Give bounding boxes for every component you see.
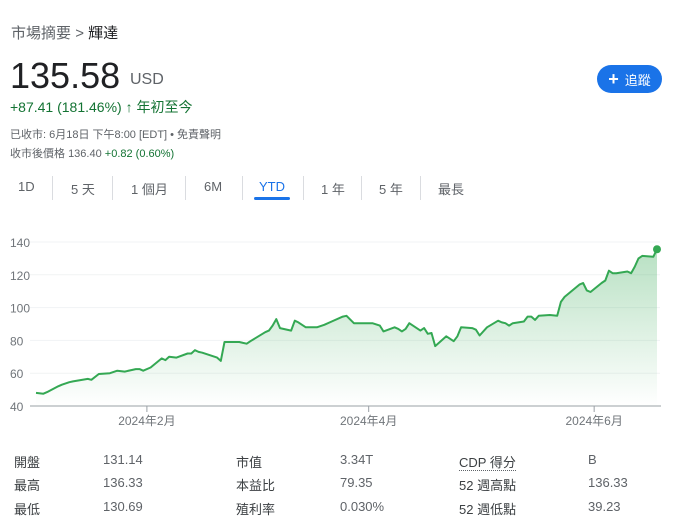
currency-label: USD (130, 71, 164, 88)
tab-divider (52, 176, 53, 200)
tab-divider (112, 176, 113, 200)
stat-label-text: 殖利率 (236, 502, 276, 517)
stat-label-text: 52 週高點 (459, 478, 517, 493)
follow-button[interactable]: + 追蹤 (597, 65, 662, 93)
price-chart[interactable]: 40 60 80 100 120 140 2024年2月 2024年4月 2024年6月 (0, 230, 681, 430)
stat-label[interactable]: CDP 得分 (459, 452, 516, 471)
breadcrumb-parent-link[interactable]: 市場摘要 (11, 25, 72, 42)
y-tick-label: 60 (10, 367, 24, 381)
breadcrumb: 市場摘要 > 輝達 (11, 22, 118, 43)
stat-value: 79.35 (340, 475, 373, 490)
stat-value: 39.23 (588, 499, 621, 514)
price-area-fill (36, 249, 657, 406)
tab-divider (361, 176, 362, 200)
tab-1y[interactable]: 1 年 (321, 182, 345, 197)
breadcrumb-current: 輝達 (88, 25, 119, 42)
stat-label-text: 52 週低點 (459, 502, 517, 517)
price-change: +87.41 (181.46%) ↑ 年初至今 (10, 97, 192, 117)
stat-value: 0.030% (340, 499, 385, 514)
stat-label: 市值 (236, 452, 262, 471)
x-tick-label: 2024年6月 (565, 414, 622, 428)
stat-label-text: 最低 (14, 502, 41, 517)
after-hours-label: 收市後價格 (10, 148, 65, 160)
stat-value: 131.14 (103, 452, 143, 467)
change-period: 年初至今 (136, 99, 193, 115)
stat-value: 130.69 (103, 499, 143, 514)
tab-5y[interactable]: 5 年 (379, 182, 403, 197)
tab-1d[interactable]: 1D (18, 179, 35, 194)
tab-divider (303, 176, 304, 200)
tab-ytd[interactable]: YTD (259, 179, 285, 194)
y-tick-label: 120 (10, 269, 30, 283)
after-hours-info: 收市後價格 136.40 +0.82 (0.60%) (10, 145, 174, 161)
x-tick-label: 2024年4月 (340, 414, 397, 428)
stat-label: 開盤 (14, 452, 40, 471)
market-closed-info: 已收市: 6月18日 下午8:00 [EDT] • 免責聲明 (10, 129, 222, 141)
change-value: +87.41 (181.46%) (10, 99, 122, 115)
stat-value: B (588, 452, 597, 467)
stat-label-text: 開盤 (14, 455, 41, 470)
y-tick-label: 80 (10, 334, 24, 348)
tab-1m[interactable]: 1 個月 (131, 182, 168, 197)
after-hours-price: 136.40 (68, 148, 102, 160)
tab-6m[interactable]: 6M (204, 179, 223, 194)
price-line (35, 248, 658, 395)
stat-value: 136.33 (103, 475, 143, 490)
last-price-dot (653, 245, 661, 254)
y-tick-label: 140 (10, 236, 30, 250)
stat-label: 殖利率 (236, 499, 275, 518)
after-hours-change: +0.82 (0.60%) (104, 148, 175, 160)
plus-icon: + (608, 69, 619, 89)
stat-label: 最高 (14, 475, 40, 494)
tab-divider (185, 176, 186, 200)
tab-divider (420, 176, 421, 200)
stat-label-text: 市值 (236, 455, 263, 470)
stat-value: 3.34T (340, 452, 374, 467)
stat-value: 136.33 (588, 475, 628, 490)
tab-5d[interactable]: 5 天 (71, 182, 95, 197)
stat-label: 本益比 (236, 475, 275, 494)
stock-price: 135.58 (10, 55, 121, 96)
tab-max[interactable]: 最長 (438, 182, 465, 197)
stat-label-text: CDP 得分 (459, 455, 516, 471)
y-tick-label: 40 (10, 400, 24, 414)
arrow-up-icon: ↑ (125, 99, 133, 115)
active-tab-indicator (254, 197, 290, 200)
stat-label: 最低 (14, 499, 40, 518)
breadcrumb-separator: > (75, 25, 84, 42)
stat-label: 52 週低點 (459, 499, 516, 518)
follow-label: 追蹤 (624, 72, 651, 88)
y-tick-label: 100 (10, 302, 30, 316)
tab-divider (242, 176, 243, 200)
stat-label: 52 週高點 (459, 475, 516, 494)
stat-label-text: 最高 (14, 478, 41, 493)
x-tick-label: 2024年2月 (118, 414, 175, 428)
stat-label-text: 本益比 (236, 478, 276, 493)
